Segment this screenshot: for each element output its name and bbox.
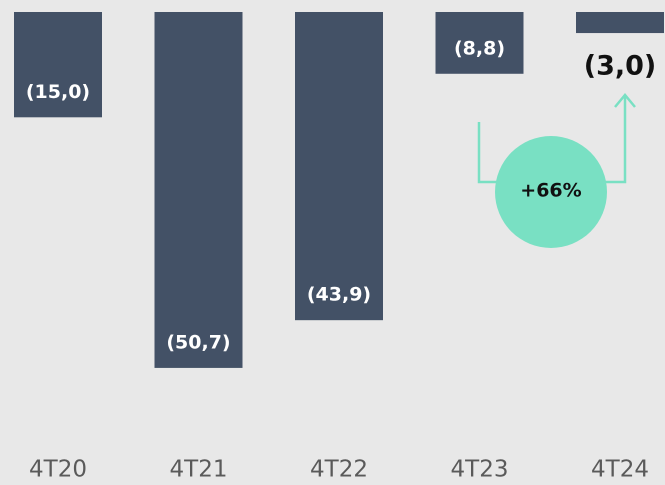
x-tick-label: 4T22 xyxy=(310,457,368,483)
x-tick-label: 4T24 xyxy=(591,457,649,483)
x-tick-label: 4T21 xyxy=(170,457,228,483)
value-label: (3,0) xyxy=(584,51,657,82)
value-label: (15,0) xyxy=(26,81,90,103)
value-label: (43,9) xyxy=(307,284,371,306)
annotation-connector xyxy=(605,96,627,184)
bar xyxy=(14,12,102,118)
bar xyxy=(295,12,383,321)
bar xyxy=(154,12,243,368)
x-tick-label: 4T23 xyxy=(451,457,509,483)
annotation-arrowhead xyxy=(614,93,636,108)
value-label: (8,8) xyxy=(454,37,505,59)
x-tick-label: 4T20 xyxy=(29,457,87,483)
annotation-connector xyxy=(477,122,497,184)
annotation-text: +66% xyxy=(520,180,581,202)
bar xyxy=(435,12,524,74)
annotation-bubble xyxy=(495,136,607,248)
bar xyxy=(576,12,664,34)
value-label: (50,7) xyxy=(166,331,230,353)
